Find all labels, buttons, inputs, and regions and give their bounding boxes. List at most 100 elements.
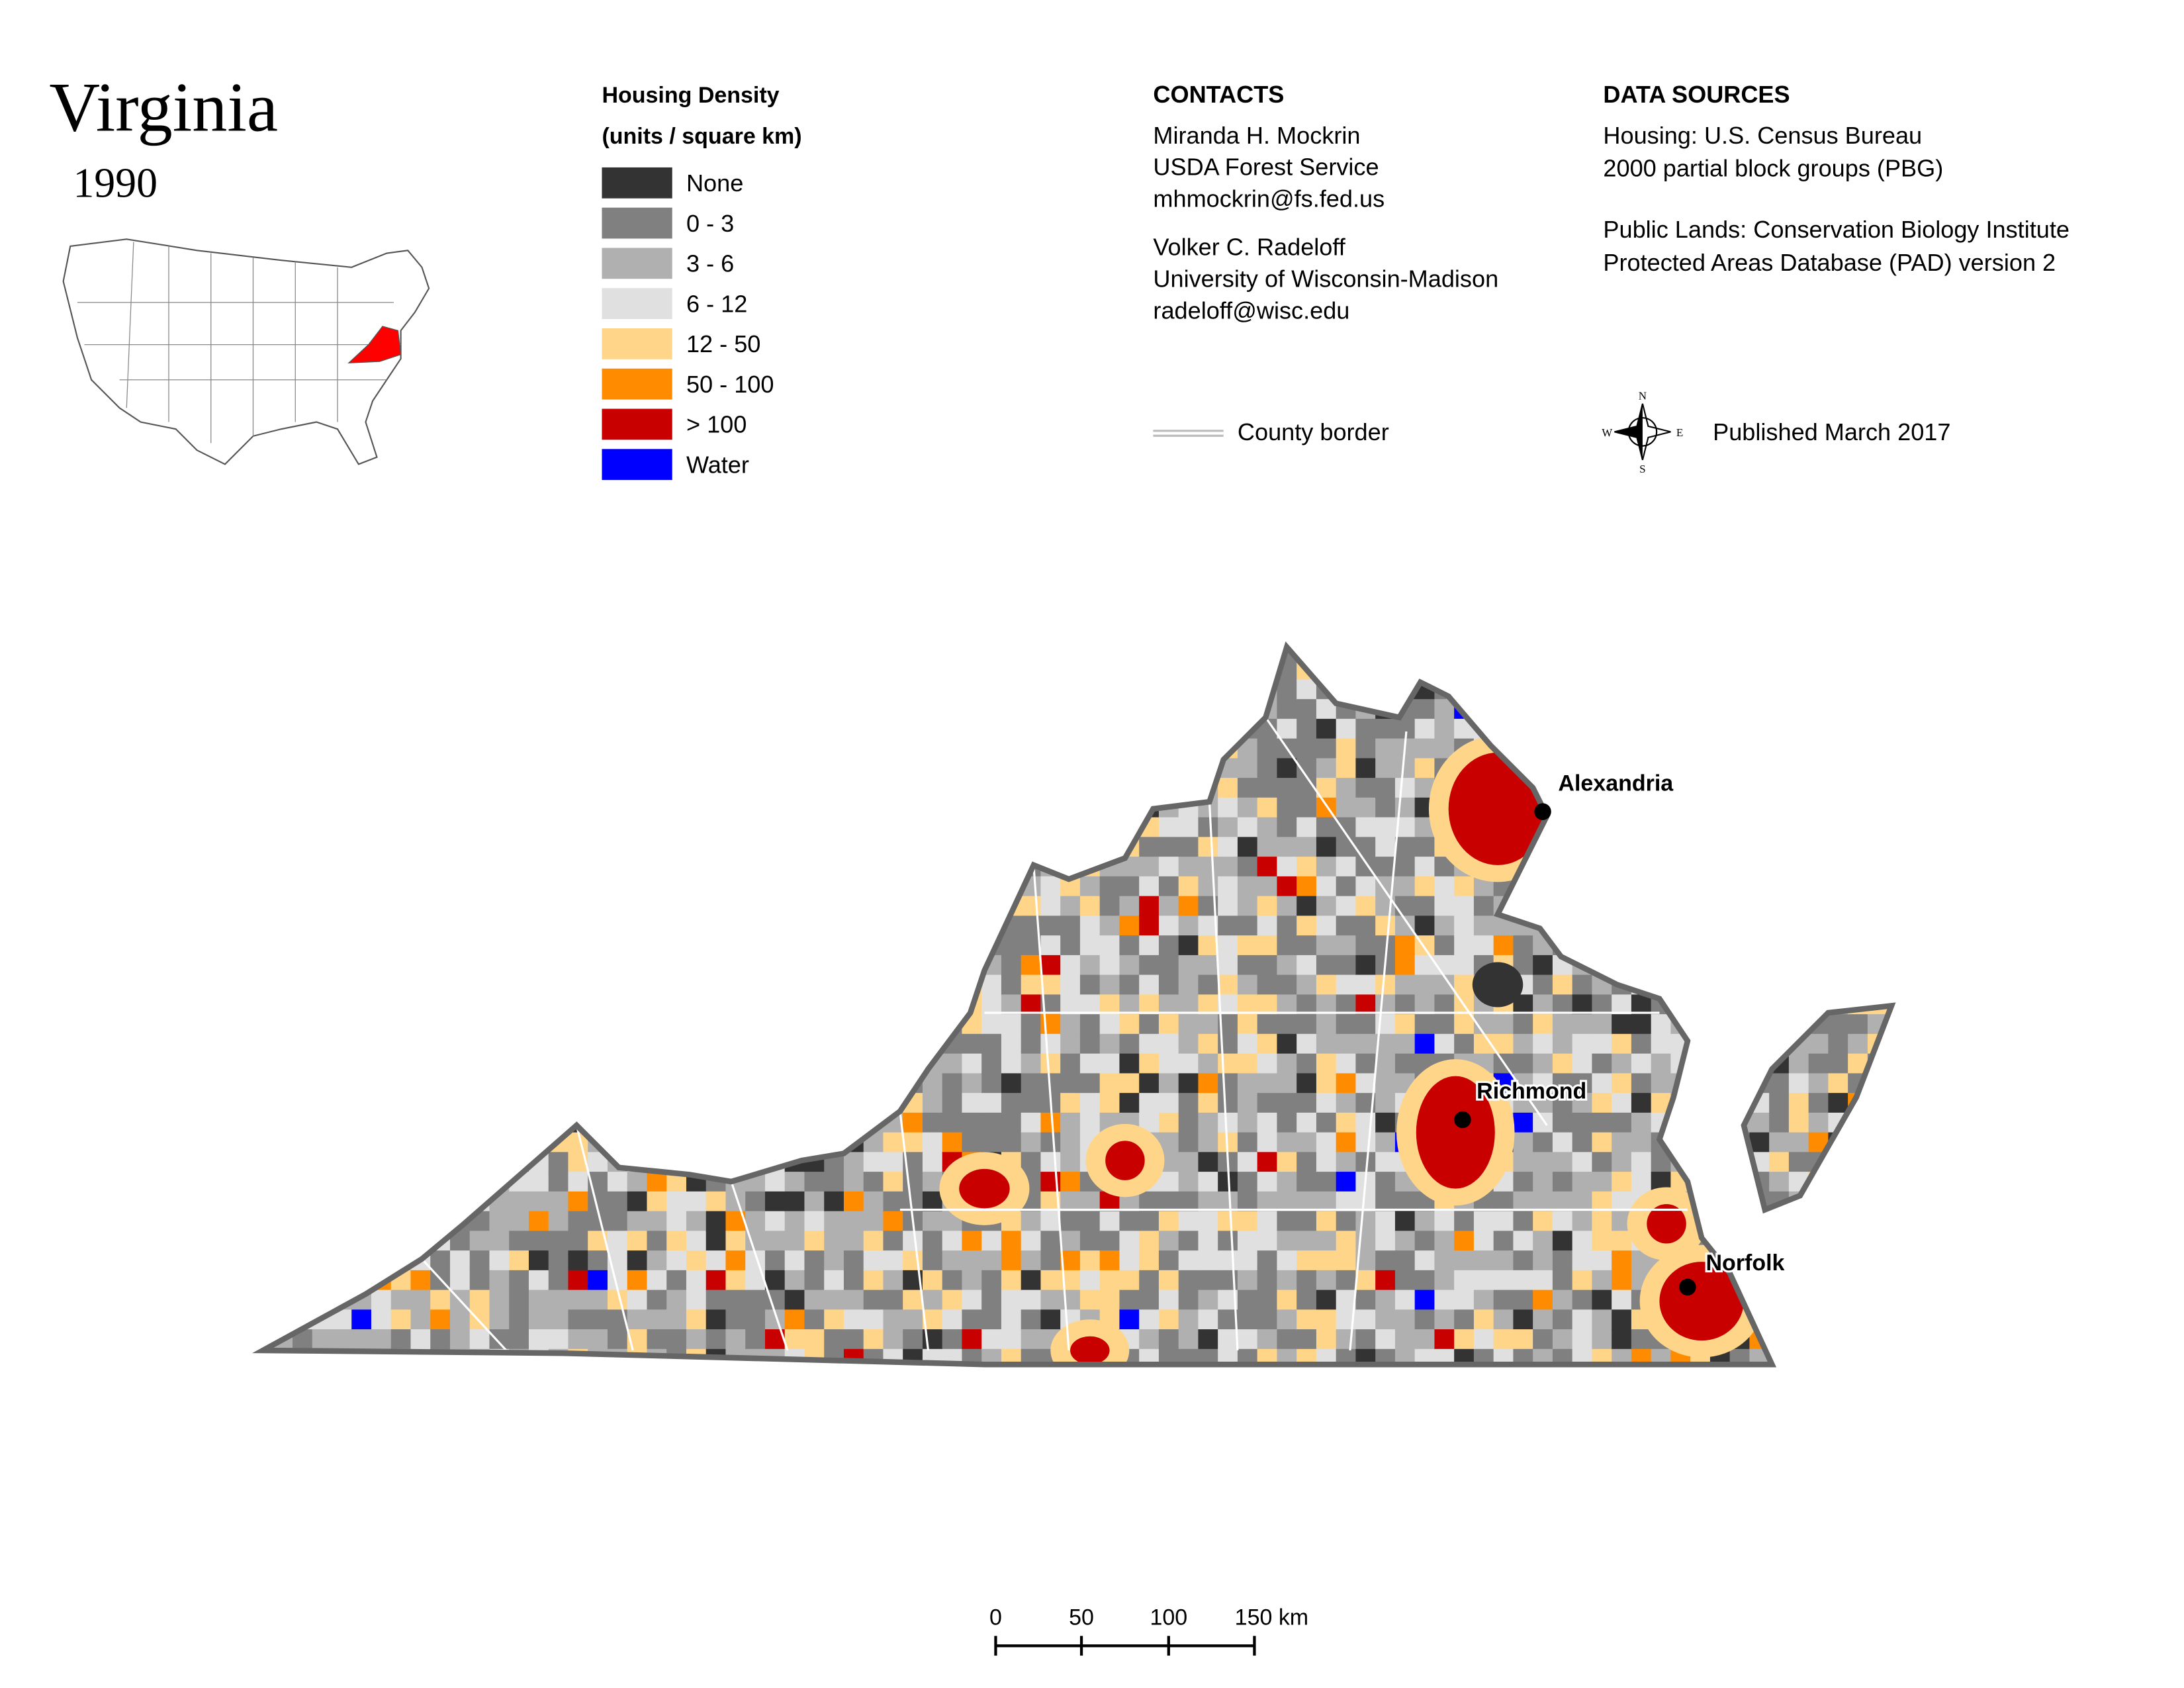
density-cell bbox=[1828, 1329, 1849, 1350]
density-cell bbox=[666, 659, 688, 680]
legend-swatch bbox=[602, 408, 672, 440]
density-cell bbox=[942, 1270, 963, 1291]
density-cell bbox=[942, 699, 963, 720]
density-cell bbox=[1592, 876, 1613, 897]
density-cell bbox=[1414, 718, 1435, 739]
density-cell bbox=[449, 837, 471, 858]
density-cell bbox=[1178, 857, 1199, 877]
density-cell bbox=[1670, 679, 1692, 700]
density-cell bbox=[784, 1309, 805, 1331]
density-cell bbox=[1158, 1053, 1179, 1074]
density-cell bbox=[1415, 1369, 1435, 1389]
density-cell bbox=[351, 915, 373, 937]
density-cell bbox=[568, 797, 589, 818]
density-cell bbox=[1729, 876, 1751, 897]
density-cell bbox=[883, 1191, 904, 1212]
density-cell bbox=[764, 1033, 786, 1055]
density-cell bbox=[647, 994, 668, 1015]
density-cell bbox=[725, 1250, 747, 1271]
density-cell bbox=[1572, 1250, 1593, 1271]
density-cell bbox=[666, 994, 688, 1015]
density-cell bbox=[1769, 679, 1790, 700]
density-cell bbox=[1257, 758, 1278, 779]
density-cell bbox=[745, 857, 766, 877]
density-cell bbox=[1572, 1112, 1593, 1133]
density-cell bbox=[647, 857, 668, 877]
density-cell bbox=[981, 1369, 1002, 1389]
density-cell bbox=[903, 718, 924, 739]
density-cell bbox=[1729, 659, 1751, 680]
density-cell bbox=[1198, 1112, 1219, 1133]
density-cell bbox=[1316, 896, 1337, 917]
density-cell bbox=[263, 679, 274, 700]
density-cell bbox=[528, 974, 549, 996]
density-cell bbox=[1375, 915, 1396, 937]
density-cell bbox=[1709, 935, 1731, 956]
density-cell bbox=[292, 1093, 313, 1113]
density-cell bbox=[1867, 1093, 1888, 1113]
density-cell bbox=[647, 1033, 668, 1055]
density-cell bbox=[312, 797, 333, 818]
density-cell bbox=[764, 896, 786, 917]
density-cell bbox=[1769, 1369, 1790, 1389]
density-cell bbox=[1690, 738, 1711, 759]
density-cell bbox=[371, 659, 392, 680]
density-cell bbox=[1749, 955, 1770, 976]
density-cell bbox=[705, 758, 727, 779]
density-cell bbox=[410, 1112, 432, 1133]
density-cell bbox=[705, 1033, 727, 1055]
density-cell bbox=[784, 1191, 805, 1212]
density-cell bbox=[1552, 1172, 1573, 1192]
density-cell bbox=[1552, 837, 1573, 858]
density-cell bbox=[1001, 1309, 1022, 1331]
density-cell bbox=[1060, 955, 1081, 976]
density-cell bbox=[1552, 896, 1573, 917]
density-cell bbox=[568, 1250, 589, 1271]
density-cell bbox=[351, 679, 373, 700]
density-cell bbox=[449, 659, 471, 680]
density-cell bbox=[410, 1231, 432, 1252]
legend-swatch bbox=[602, 368, 672, 400]
density-cell bbox=[1060, 1053, 1081, 1074]
density-cell bbox=[1040, 1152, 1062, 1173]
density-cell bbox=[1119, 994, 1140, 1015]
density-cell bbox=[942, 935, 963, 956]
density-cell bbox=[686, 1289, 707, 1311]
density-cell bbox=[263, 1191, 274, 1212]
density-cell bbox=[390, 797, 412, 818]
density-cell bbox=[1238, 1369, 1258, 1389]
density-cell bbox=[647, 778, 668, 798]
density-cell bbox=[1316, 1053, 1337, 1074]
density-cell bbox=[332, 915, 353, 937]
density-cell bbox=[1572, 659, 1593, 680]
density-cell bbox=[1218, 1093, 1238, 1113]
density-cell bbox=[1001, 738, 1022, 759]
density-cell bbox=[883, 1289, 904, 1311]
density-cell bbox=[292, 1250, 313, 1271]
density-cell bbox=[627, 738, 648, 759]
density-cell bbox=[922, 1231, 943, 1252]
density-cell bbox=[647, 758, 668, 779]
density-cell bbox=[1828, 778, 1849, 798]
density-cell bbox=[1414, 1231, 1435, 1252]
density-cell bbox=[1178, 758, 1199, 779]
density-cell bbox=[1336, 1191, 1357, 1212]
density-cell bbox=[1394, 758, 1416, 779]
density-cell bbox=[1297, 647, 1317, 661]
density-cell bbox=[607, 837, 628, 858]
density-cell bbox=[1040, 1250, 1062, 1271]
density-cell bbox=[1237, 1211, 1258, 1232]
density-cell bbox=[1257, 915, 1278, 937]
density-cell bbox=[548, 1152, 569, 1173]
density-cell bbox=[1709, 857, 1731, 877]
density-cell bbox=[666, 1211, 688, 1232]
legend-swatch bbox=[602, 167, 672, 199]
density-cell bbox=[1237, 1309, 1258, 1331]
density-cell bbox=[1336, 758, 1357, 779]
density-cell bbox=[1237, 1289, 1258, 1311]
density-cell bbox=[1040, 974, 1062, 996]
density-cell bbox=[1434, 718, 1455, 739]
density-cell bbox=[588, 1309, 609, 1331]
density-cell bbox=[1336, 1053, 1357, 1074]
density-cell bbox=[1887, 974, 1892, 996]
